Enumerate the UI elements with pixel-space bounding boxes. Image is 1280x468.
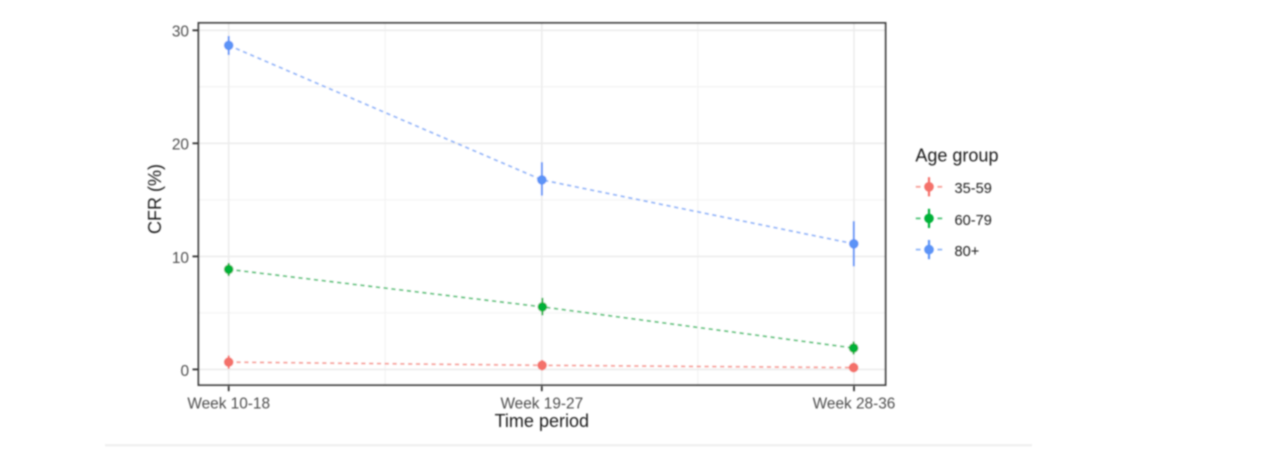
svg-text:10: 10	[172, 250, 189, 267]
svg-text:30: 30	[172, 24, 189, 41]
svg-text:35-59: 35-59	[955, 181, 992, 197]
svg-text:CFR (%): CFR (%)	[145, 164, 165, 234]
svg-text:Age group: Age group	[915, 146, 998, 166]
svg-text:Week 19-27: Week 19-27	[500, 395, 583, 412]
svg-text:Week 28-36: Week 28-36	[813, 395, 896, 412]
svg-text:Time period: Time period	[495, 411, 589, 431]
svg-text:0: 0	[180, 363, 189, 380]
svg-text:60-79: 60-79	[955, 213, 992, 229]
svg-text:Week 10-18: Week 10-18	[187, 395, 270, 412]
svg-text:20: 20	[172, 137, 189, 154]
svg-text:80+: 80+	[955, 244, 980, 260]
